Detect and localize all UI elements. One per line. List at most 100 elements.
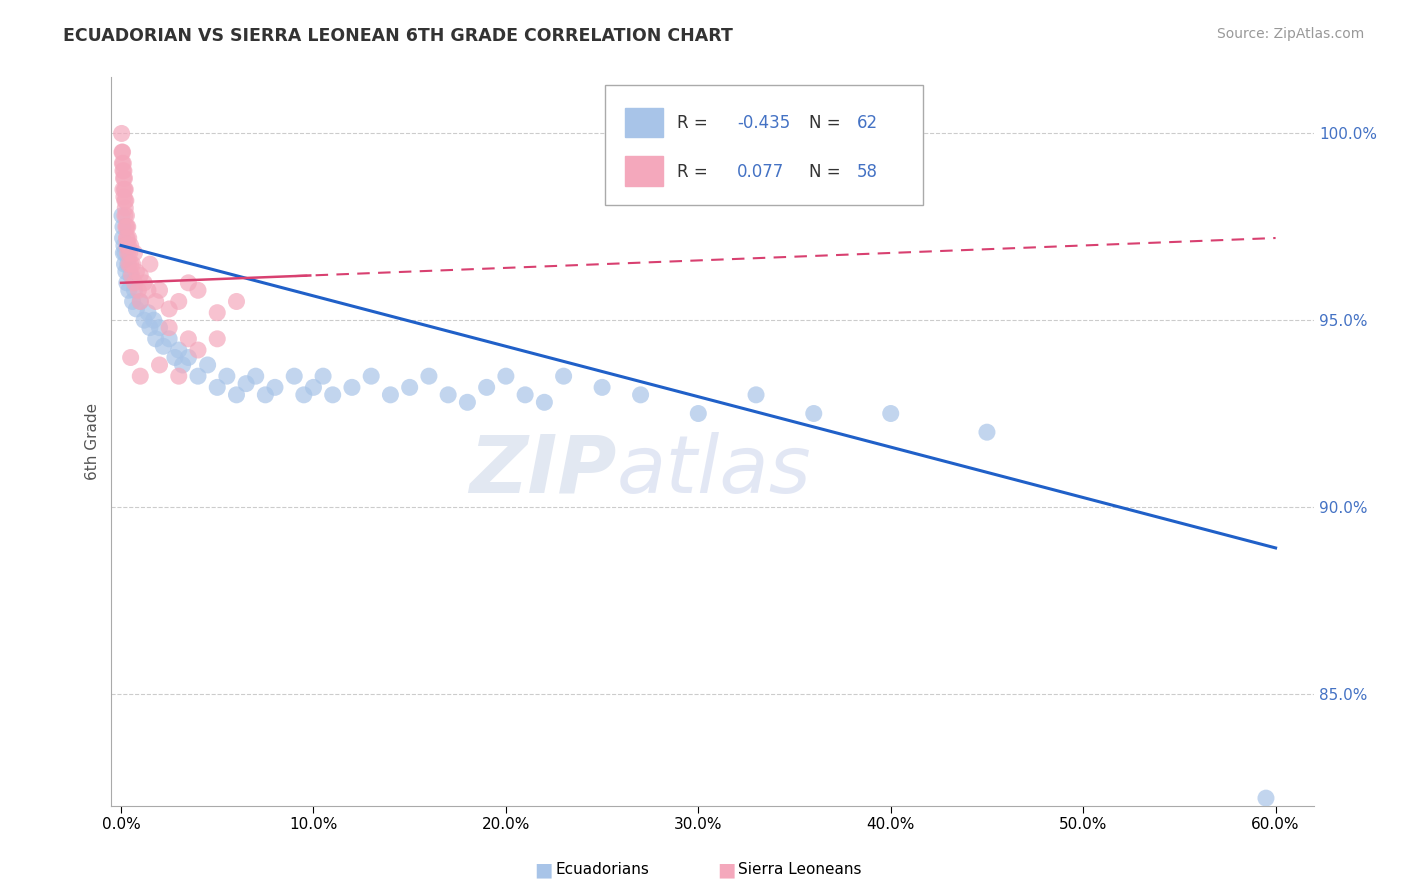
Point [114,246,136,260]
Point [129,369,152,384]
Point [115,219,138,234]
Point [302,380,325,394]
Point [111,145,134,160]
Point [139,257,162,271]
Point [115,219,138,234]
Point [177,332,200,346]
Point [803,407,825,421]
Point [118,246,141,260]
Point [157,332,180,346]
Point [110,127,132,141]
Point [177,351,200,365]
Point [112,246,135,260]
Point [553,369,575,384]
Point [177,276,200,290]
Point [475,380,498,394]
Point [114,182,136,196]
Text: Sierra Leoneans: Sierra Leoneans [738,863,862,877]
Point [118,231,141,245]
Point [129,294,152,309]
Point [163,351,186,365]
Point [115,209,138,223]
Point [591,380,613,394]
Point [112,190,135,204]
Point [456,395,478,409]
Text: ECUADORIAN VS SIERRA LEONEAN 6TH GRADE CORRELATION CHART: ECUADORIAN VS SIERRA LEONEAN 6TH GRADE C… [63,27,733,45]
Point [115,231,138,245]
Point [380,388,402,402]
Point [145,294,167,309]
Point [127,283,149,297]
Point [111,145,134,160]
Point [197,358,219,372]
Point [283,369,305,384]
Point [129,294,152,309]
Point [120,268,142,283]
Point [111,163,134,178]
Point [292,388,315,402]
Point [134,313,156,327]
Point [114,182,136,196]
Point [145,332,167,346]
Point [118,283,141,297]
Point [120,257,142,271]
Point [976,425,998,440]
Text: -0.435: -0.435 [737,114,790,132]
Point [167,343,190,357]
Point [115,194,138,208]
Point [115,231,138,245]
Point [115,276,138,290]
Point [134,276,156,290]
Point [148,283,170,297]
Point [114,201,136,215]
Text: R =: R = [676,163,707,181]
Point [121,294,143,309]
Point [167,369,190,384]
Point [111,182,134,196]
Point [172,358,194,372]
Text: N =: N = [808,114,841,132]
Point [533,395,555,409]
Text: R =: R = [676,114,707,132]
Point [235,376,257,391]
Point [437,388,460,402]
Point [139,320,162,334]
Point [112,156,135,170]
Point [136,283,159,297]
Point [152,339,174,353]
Bar [624,156,664,186]
Point [121,268,143,283]
Point [688,407,710,421]
Point [148,358,170,372]
Point [125,301,148,316]
Point [124,276,146,290]
Point [136,306,159,320]
Point [124,283,146,297]
Point [1254,791,1277,805]
Point [125,265,148,279]
Point [187,369,209,384]
Point [225,294,247,309]
Point [120,351,142,365]
Point [117,246,139,260]
Point [418,369,440,384]
Point [111,209,134,223]
Text: 62: 62 [858,114,879,132]
Text: atlas: atlas [617,432,811,509]
Point [115,238,138,252]
Point [254,388,277,402]
Point [207,380,229,394]
Text: Ecuadorians: Ecuadorians [555,863,650,877]
Point [167,294,190,309]
Point [215,369,238,384]
Point [157,320,180,334]
Point [207,306,229,320]
Point [157,301,180,316]
Point [880,407,903,421]
Text: Source: ZipAtlas.com: Source: ZipAtlas.com [1216,27,1364,41]
Text: ■: ■ [717,860,735,880]
Text: 0.077: 0.077 [737,163,785,181]
Point [745,388,768,402]
Point [111,219,134,234]
Point [114,257,136,271]
